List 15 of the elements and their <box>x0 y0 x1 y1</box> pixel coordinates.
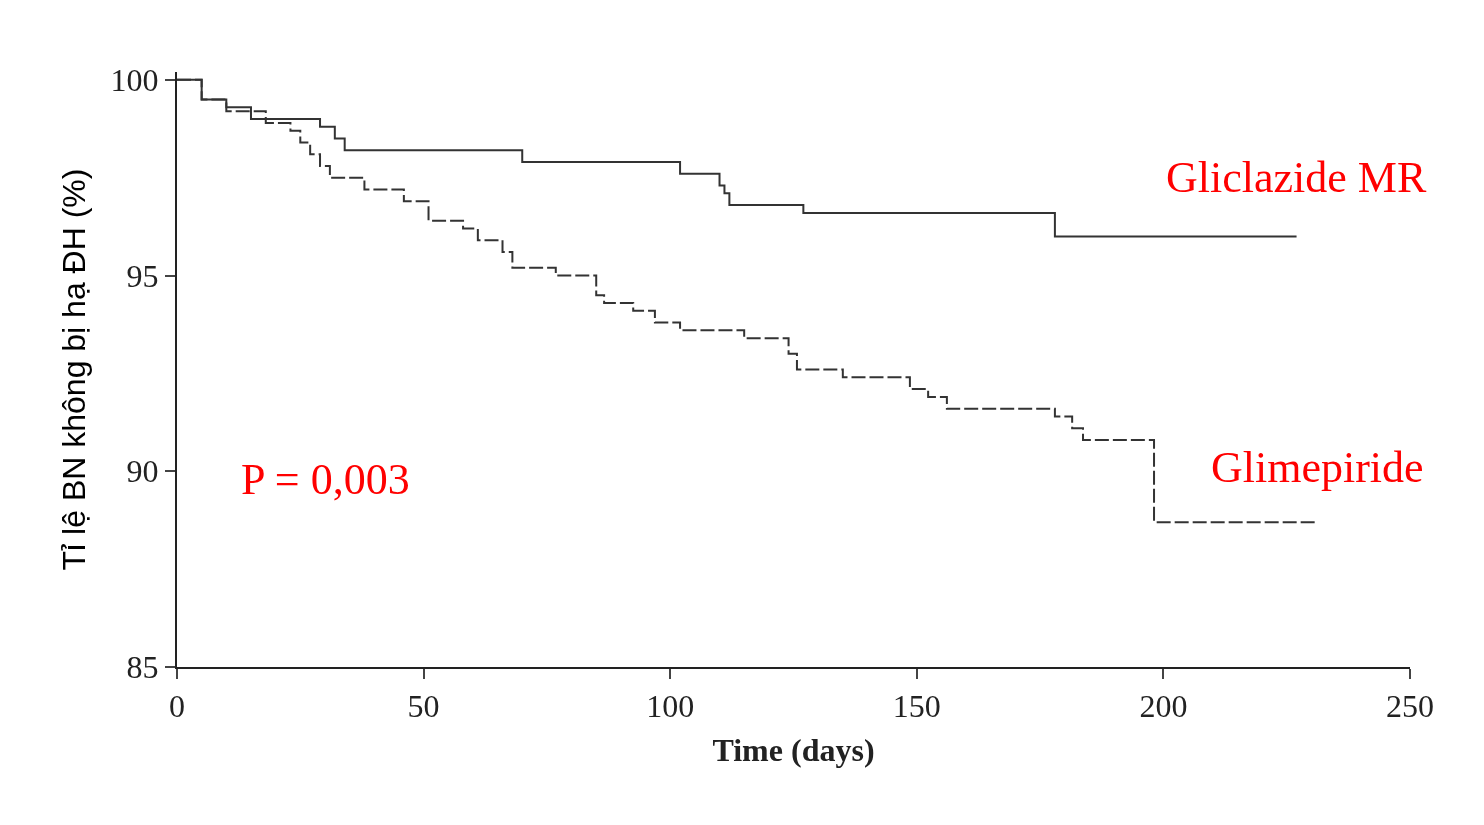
x-tick-label: 200 <box>1139 688 1188 725</box>
y-tick-label: 95 <box>126 257 159 294</box>
y-tick-label: 100 <box>110 62 159 99</box>
series-label: Gliclazide MR <box>1166 153 1427 202</box>
x-axis-title: Time (days) <box>712 731 875 768</box>
x-tick-label: 50 <box>407 688 440 725</box>
series-label: Glimepiride <box>1211 443 1424 492</box>
x-tick-label: 150 <box>892 688 941 725</box>
x-tick-label: 250 <box>1386 688 1434 725</box>
y-tick-label: 85 <box>126 649 159 686</box>
y-axis-title: Tỉ lệ BN không bị hạ ĐH (%) <box>56 168 93 571</box>
y-tick-label: 90 <box>126 453 159 490</box>
annotation: P = 0,003 <box>241 455 410 504</box>
x-tick-label: 100 <box>646 688 695 725</box>
x-tick-label: 0 <box>169 688 185 725</box>
